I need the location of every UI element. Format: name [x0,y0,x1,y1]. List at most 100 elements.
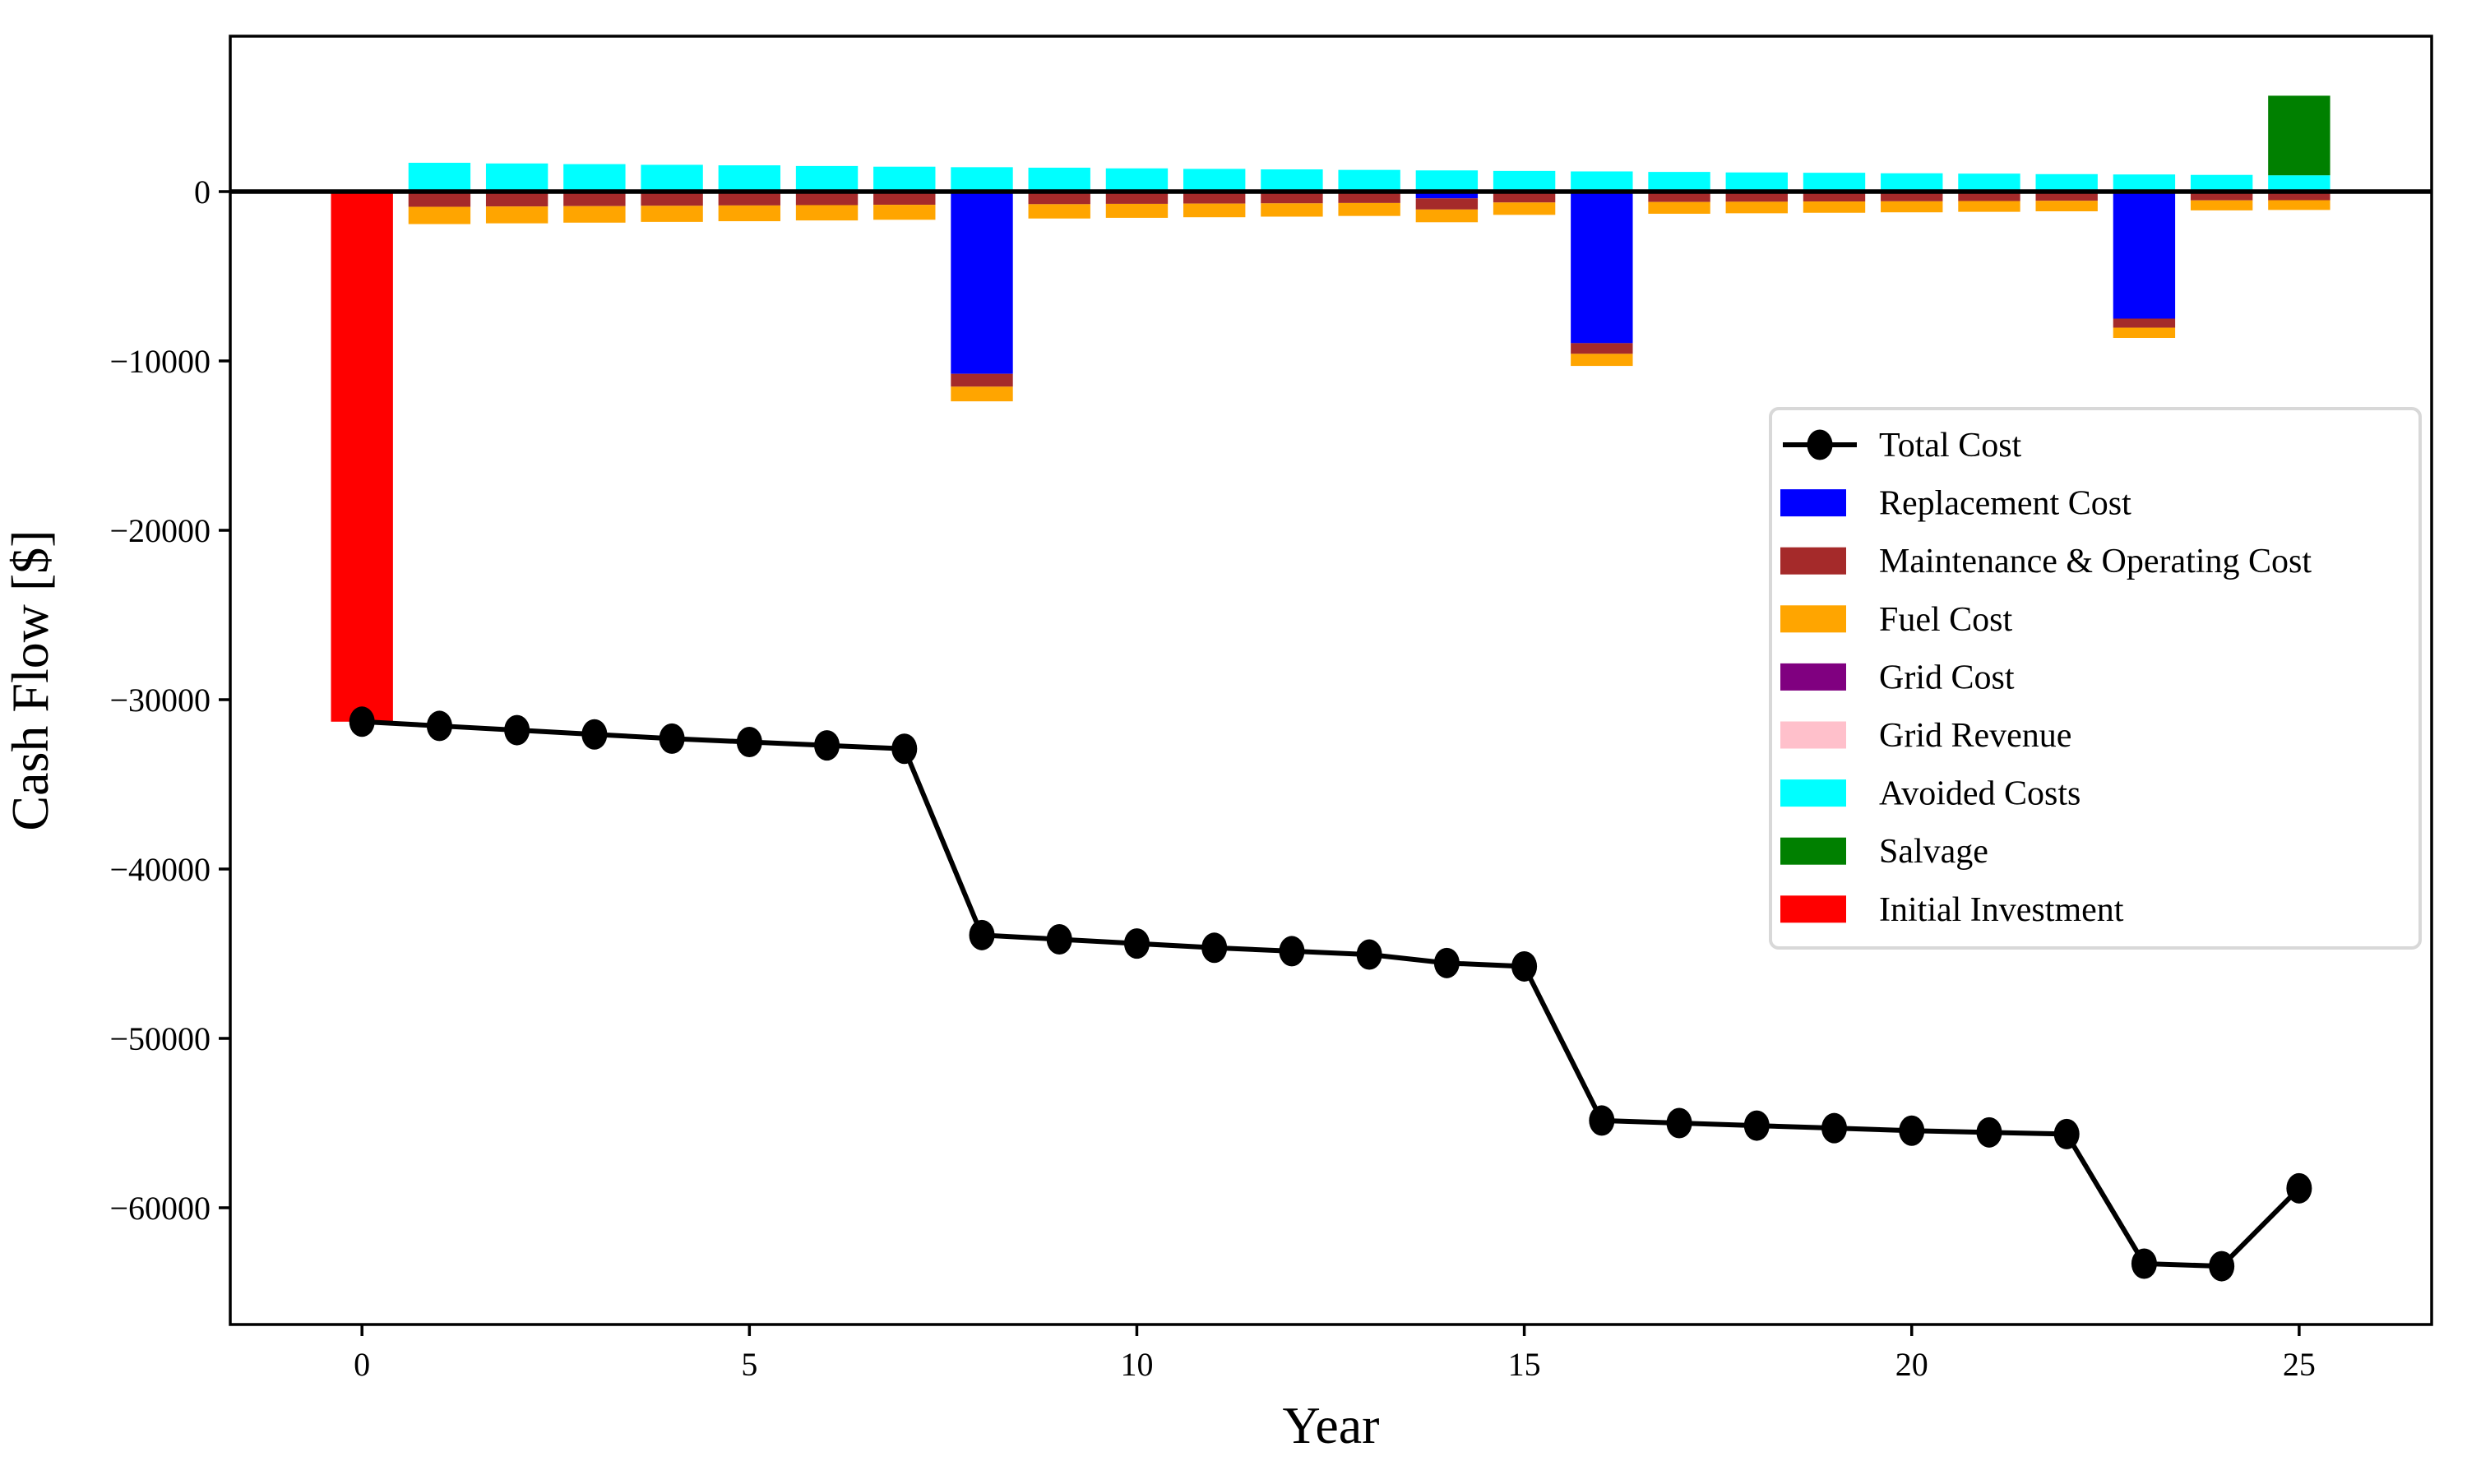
legend-label-avoided-costs: Avoided Costs [1879,775,2081,813]
bar-maintenance-operating-cost-year-4 [641,192,703,206]
total-cost-marker-year-16 [1589,1105,1615,1136]
bar-fuel-cost-year-14 [1415,209,1479,223]
legend-swatch-grid-revenue [1780,721,1846,749]
bar-avoided-costs-year-14 [1415,170,1479,192]
legend-label-maintenance-operating-cost: Maintenance & Operating Cost [1879,543,2312,580]
total-cost-marker-year-13 [1356,939,1382,970]
legend-swatch-fuel-cost [1780,605,1846,633]
bar-fuel-cost-year-17 [1648,201,1710,214]
bar-avoided-costs-year-4 [641,164,703,192]
total-cost-marker-year-25 [2286,1172,2312,1204]
bar-maintenance-operating-cost-year-25 [2268,192,2330,201]
bar-fuel-cost-year-5 [718,205,781,222]
bar-fuel-cost-year-22 [2035,201,2098,212]
bar-maintenance-operating-cost-year-20 [1881,192,1943,201]
bar-fuel-cost-year-20 [1881,201,1943,213]
bar-avoided-costs-year-20 [1881,173,1943,192]
bar-avoided-costs-year-12 [1261,169,1323,192]
legend-swatch-initial-investment [1780,895,1846,923]
y-tick-label--10000: −10000 [109,343,211,380]
bar-maintenance-operating-cost-year-24 [2190,192,2253,201]
total-cost-marker-year-18 [1743,1110,1770,1141]
legend-item-total-cost: Total Cost [1783,427,2022,465]
bar-replacement-cost-year-8 [951,192,1013,374]
x-tick-label-15: 15 [1508,1346,1541,1383]
total-cost-marker-year-12 [1279,936,1305,967]
bar-replacement-cost-year-16 [1571,192,1633,344]
bar-maintenance-operating-cost-year-3 [563,192,626,206]
bar-avoided-costs-year-16 [1571,171,1633,192]
bar-avoided-costs-year-3 [563,164,626,192]
bar-avoided-costs-year-19 [1803,173,1866,192]
total-cost-marker-year-7 [891,733,918,765]
bar-avoided-costs-year-7 [873,166,936,192]
total-cost-marker-year-2 [504,714,530,746]
bar-avoided-costs-year-25 [2268,175,2330,192]
bar-maintenance-operating-cost-year-2 [485,192,548,207]
y-tick-label--20000: −20000 [109,512,211,549]
bar-fuel-cost-year-16 [1571,354,1633,367]
bar-maintenance-operating-cost-year-22 [2035,192,2098,201]
total-cost-marker-year-22 [2053,1118,2080,1149]
legend-label-grid-cost: Grid Cost [1879,659,2015,696]
total-cost-marker-year-10 [1123,928,1150,959]
bar-maintenance-operating-cost-year-13 [1338,192,1400,203]
y-tick-label--40000: −40000 [109,851,211,888]
bar-fuel-cost-year-21 [1958,201,2020,212]
legend-label-fuel-cost: Fuel Cost [1879,601,2013,639]
bar-fuel-cost-year-18 [1725,201,1788,214]
total-cost-marker-year-15 [1511,950,1538,982]
bar-avoided-costs-year-1 [408,162,471,192]
bar-fuel-cost-year-7 [873,205,936,220]
legend-item-grid-revenue: Grid Revenue [1780,717,2071,755]
total-cost-marker-year-21 [1976,1116,2002,1148]
y-tick-label-0: 0 [194,173,211,210]
bar-avoided-costs-year-15 [1493,170,1556,192]
total-cost-marker-year-24 [2209,1251,2235,1282]
bar-avoided-costs-year-24 [2190,174,2253,192]
x-tick-label-5: 5 [741,1346,757,1383]
bar-fuel-cost-year-3 [563,206,626,223]
bar-fuel-cost-year-1 [408,206,471,224]
bar-fuel-cost-year-2 [485,206,548,224]
bar-fuel-cost-year-6 [795,205,859,221]
bar-fuel-cost-year-25 [2268,200,2330,210]
legend-item-salvage: Salvage [1780,833,1988,871]
bar-maintenance-operating-cost-year-18 [1725,192,1788,202]
bar-avoided-costs-year-17 [1648,172,1710,192]
legend-swatch-maintenance-operating-cost [1780,547,1846,575]
bar-avoided-costs-year-13 [1338,169,1400,192]
legend-swatch-salvage [1780,837,1846,865]
total-cost-line-layer [349,706,2312,1282]
total-cost-marker-year-19 [1821,1112,1848,1144]
bar-fuel-cost-year-10 [1105,203,1169,218]
bar-maintenance-operating-cost-year-1 [408,192,471,207]
y-axis-label: Cash Flow [$] [1,529,59,830]
bar-maintenance-operating-cost-year-7 [873,192,936,206]
x-axis: 0 5 10 15 20 25 [354,1325,2316,1383]
bar-avoided-costs-year-18 [1725,172,1788,192]
total-cost-line [362,719,2301,1269]
bar-maintenance-operating-cost-year-21 [1958,192,2020,201]
bar-avoided-costs-year-21 [1958,173,2020,192]
bar-fuel-cost-year-9 [1028,204,1090,219]
legend-label-grid-revenue: Grid Revenue [1879,717,2071,755]
bar-maintenance-operating-cost-year-11 [1183,192,1246,204]
x-tick-label-0: 0 [354,1346,370,1383]
bar-maintenance-operating-cost-year-16 [1571,343,1633,354]
total-cost-marker-year-11 [1201,932,1228,964]
bar-maintenance-operating-cost-year-19 [1803,192,1866,202]
legend: Total Cost Replacement Cost Maintenance & … [1769,407,2422,950]
total-cost-marker-year-6 [814,730,840,761]
total-cost-marker-year-17 [1666,1107,1692,1139]
y-tick-label--30000: −30000 [109,682,211,719]
x-axis-label: Year [1283,1396,1380,1454]
legend-item-initial-investment: Initial Investment [1780,891,2124,929]
bar-avoided-costs-year-9 [1028,167,1090,192]
x-tick-label-10: 10 [1120,1346,1153,1383]
bar-replacement-cost-year-14 [1415,192,1479,199]
legend-label-replacement-cost: Replacement Cost [1879,485,2131,523]
bar-maintenance-operating-cost-year-10 [1105,192,1169,204]
bar-fuel-cost-year-24 [2190,200,2253,210]
